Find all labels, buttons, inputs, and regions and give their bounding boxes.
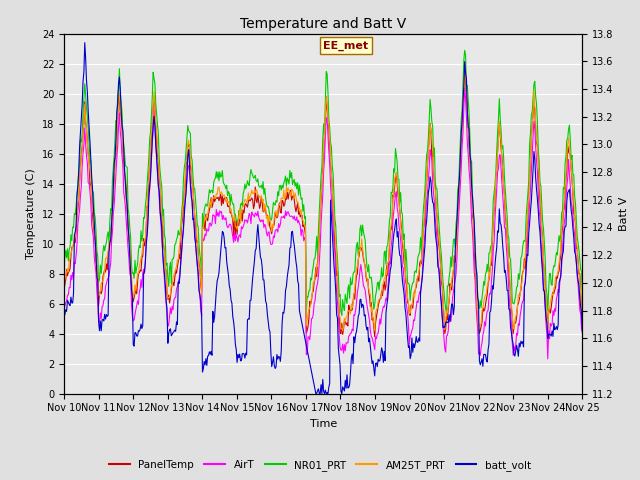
Title: Temperature and Batt V: Temperature and Batt V: [240, 17, 406, 31]
Legend: PanelTemp, AirT, NR01_PRT, AM25T_PRT, batt_volt: PanelTemp, AirT, NR01_PRT, AM25T_PRT, ba…: [105, 456, 535, 475]
X-axis label: Time: Time: [310, 419, 337, 429]
Y-axis label: Temperature (C): Temperature (C): [26, 168, 36, 259]
Text: EE_met: EE_met: [323, 40, 369, 51]
Y-axis label: Batt V: Batt V: [620, 196, 629, 231]
